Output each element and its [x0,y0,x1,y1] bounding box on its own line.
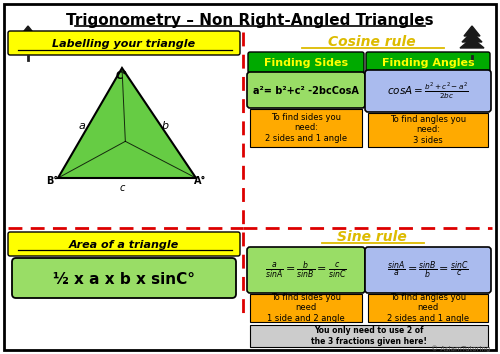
FancyBboxPatch shape [365,70,491,112]
Text: Sine rule: Sine rule [337,230,407,244]
FancyBboxPatch shape [250,109,362,147]
FancyBboxPatch shape [247,247,365,293]
Text: To find angles you
need:
3 sides: To find angles you need: 3 sides [390,115,466,145]
FancyBboxPatch shape [8,31,240,55]
Text: Trigonometry – Non Right-Angled Triangles: Trigonometry – Non Right-Angled Triangle… [66,12,434,28]
Polygon shape [462,32,482,42]
Text: Finding Angles: Finding Angles [382,58,474,68]
Text: You only need to use 2 of
the 3 fractions given here!: You only need to use 2 of the 3 fraction… [311,326,427,346]
Text: B°: B° [46,176,58,186]
Text: Labelling your triangle: Labelling your triangle [52,39,196,49]
Text: a²= b²+c² -2bcCosA: a²= b²+c² -2bcCosA [253,86,359,96]
FancyBboxPatch shape [368,294,488,322]
Text: To find angles you
need
2 sides and 1 angle: To find angles you need 2 sides and 1 an… [387,293,469,323]
Polygon shape [16,38,40,48]
Text: b: b [162,121,168,131]
FancyBboxPatch shape [368,113,488,147]
FancyBboxPatch shape [365,247,491,293]
Text: ½ x a x b x sinC°: ½ x a x b x sinC° [53,272,195,286]
Text: A°: A° [194,176,206,186]
Polygon shape [18,32,38,42]
Text: $cosA = \frac{b^2+c^2-a^2}{2bc}$: $cosA = \frac{b^2+c^2-a^2}{2bc}$ [387,81,469,101]
FancyBboxPatch shape [4,4,496,350]
Text: c: c [120,183,124,193]
Text: $\frac{sinA}{a} = \frac{sinB}{b} = \frac{sinC}{c}$: $\frac{sinA}{a} = \frac{sinB}{b} = \frac… [387,259,469,281]
Text: C°: C° [116,71,128,81]
Text: Cosine rule: Cosine rule [328,35,416,49]
FancyBboxPatch shape [366,52,490,73]
FancyBboxPatch shape [248,52,364,73]
Text: Finding Sides: Finding Sides [264,58,348,68]
Text: © AslamTutoring: © AslamTutoring [431,346,490,352]
Polygon shape [464,26,480,36]
FancyBboxPatch shape [250,294,362,322]
Polygon shape [58,68,196,178]
FancyBboxPatch shape [12,258,236,298]
Polygon shape [20,26,36,36]
FancyBboxPatch shape [247,72,365,108]
Text: To find sides you
need:
2 sides and 1 angle: To find sides you need: 2 sides and 1 an… [265,113,347,143]
FancyBboxPatch shape [250,325,488,347]
Text: a: a [78,121,86,131]
Polygon shape [460,38,484,48]
Text: To find sides you
need
1 side and 2 angle: To find sides you need 1 side and 2 angl… [267,293,345,323]
Text: $\frac{a}{sinA} = \frac{b}{sinB} = \frac{c}{sinC}$: $\frac{a}{sinA} = \frac{b}{sinB} = \frac… [265,259,347,281]
Text: Area of a triangle: Area of a triangle [69,240,179,250]
FancyBboxPatch shape [8,232,240,256]
